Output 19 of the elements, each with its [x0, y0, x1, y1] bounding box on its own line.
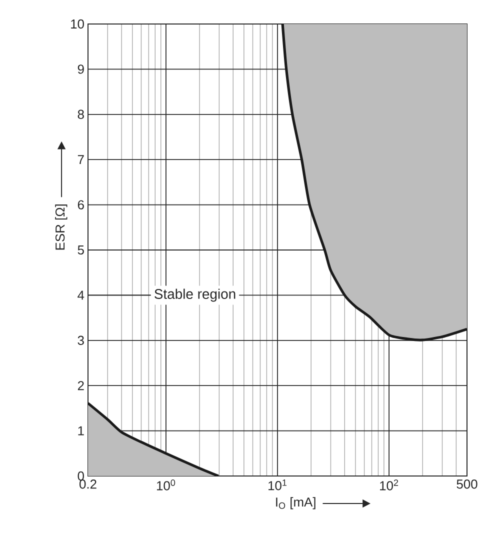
y-axis-title: ESR [Ω]: [55, 204, 68, 250]
y-tick-label: 7: [78, 155, 84, 164]
y-tick-label: 5: [78, 245, 84, 255]
y-tick-label: 8: [78, 110, 84, 119]
y-tick-label: 2: [78, 381, 84, 390]
y-tick-label: 1: [78, 426, 84, 436]
annotation: Stable region: [154, 288, 236, 302]
x-tick-label: 10$^{0}$: [156, 480, 176, 490]
y-tick-label: 10: [71, 19, 84, 29]
y-tick-label: 4: [78, 290, 84, 300]
y-tick-label: 0: [78, 471, 84, 481]
x-tick-label: 10$^{1}$: [268, 480, 287, 490]
x-axis-title: I$_{O}$ [mA]: [276, 497, 316, 510]
y-tick-label: 6: [78, 200, 84, 210]
x-tick-label: 500: [456, 480, 478, 489]
y-tick-label: 9: [78, 64, 84, 74]
x-tick-label: 0.2: [80, 480, 96, 489]
x-tick-label: 10$^{2}$: [380, 480, 398, 490]
y-tick-label: 3: [78, 336, 84, 345]
